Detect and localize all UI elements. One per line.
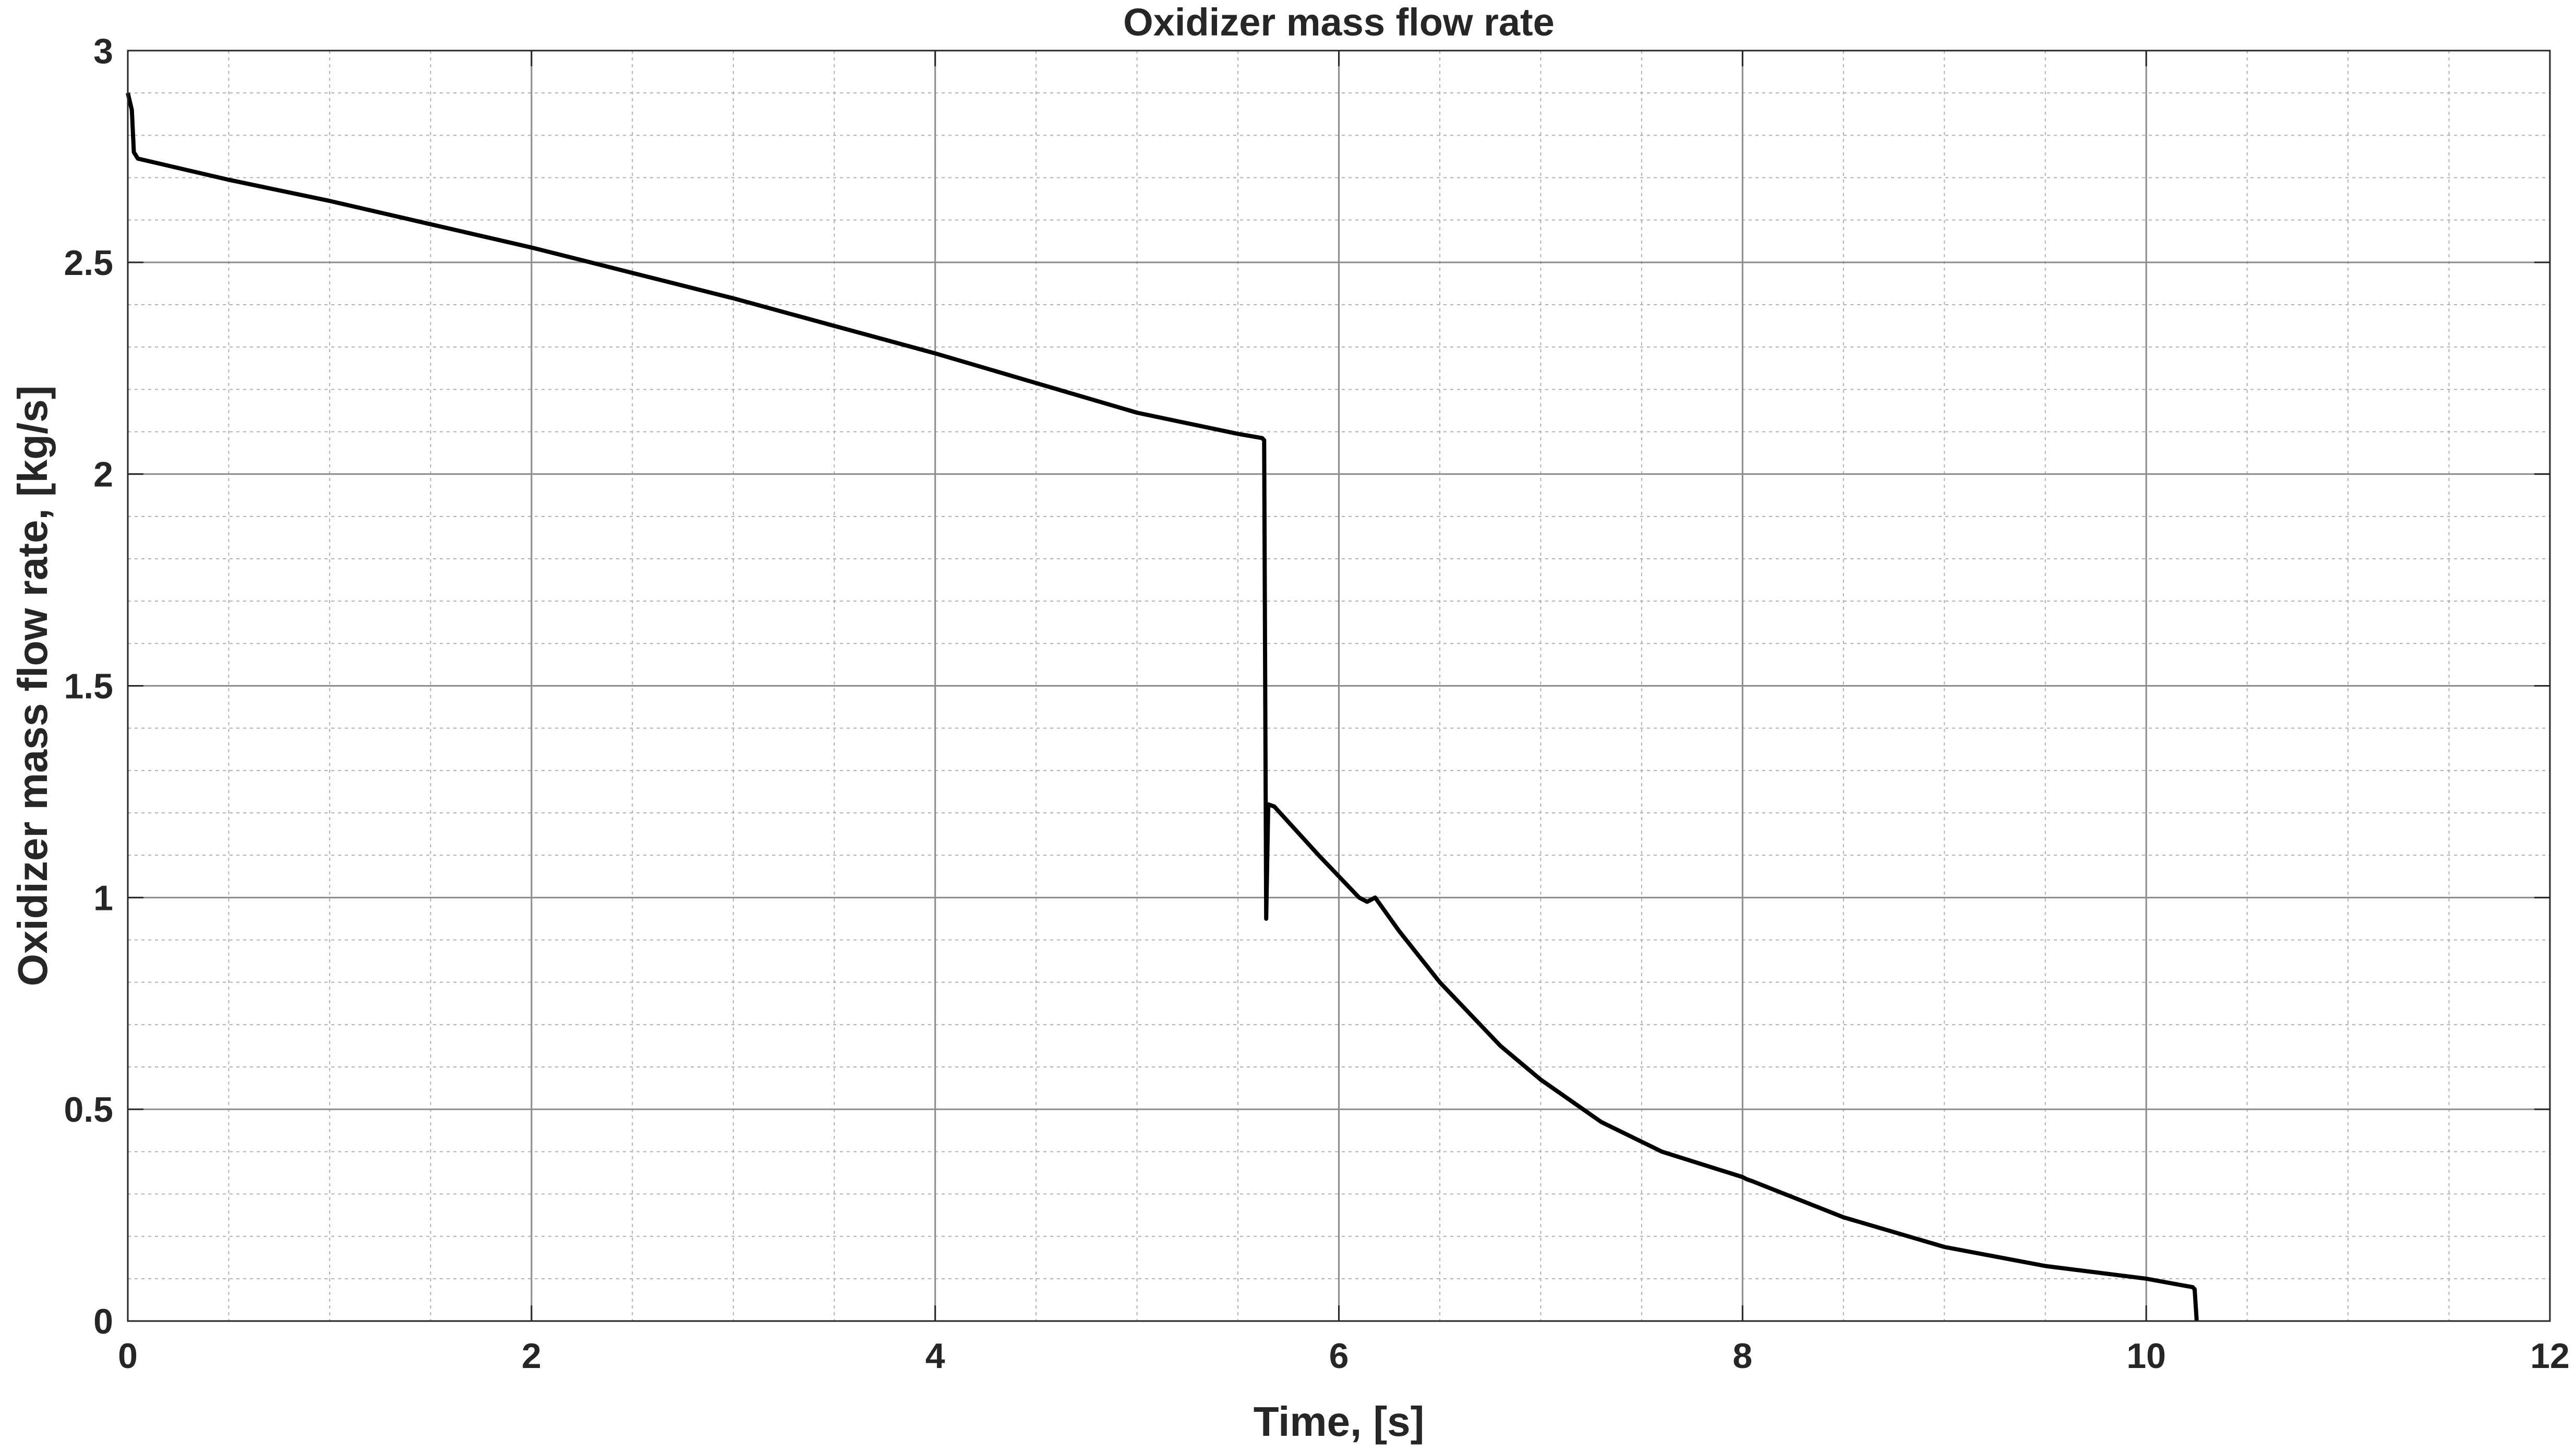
chart-title: Oxidizer mass flow rate: [1123, 1, 1555, 44]
x-axis-label: Time, [s]: [1254, 1398, 1425, 1445]
y-tick-label: 0.5: [64, 1090, 113, 1130]
y-tick-label: 2: [93, 455, 113, 495]
major-grid: [128, 51, 2550, 1321]
y-tick-label: 1: [93, 878, 113, 918]
series-line: [126, 92, 2199, 1322]
x-tick-label: 6: [1329, 1336, 1349, 1376]
x-tick-label: 0: [118, 1336, 138, 1376]
y-tick-label: 2.5: [64, 243, 113, 283]
y-tick-labels: 0 0.5 1 1.5 2 2.5 3: [64, 31, 113, 1341]
series-group: [126, 92, 2199, 1322]
x-tick-label: 10: [2126, 1336, 2166, 1376]
x-tick-label: 4: [925, 1336, 945, 1376]
y-tick-label: 1.5: [64, 667, 113, 706]
x-tick-label: 8: [1732, 1336, 1752, 1376]
y-tick-label: 3: [93, 31, 113, 71]
x-tick-labels: 0 2 4 6 8 10 12: [118, 1336, 2570, 1376]
x-tick-label: 12: [2530, 1336, 2570, 1376]
x-tick-label: 2: [522, 1336, 541, 1376]
y-tick-label: 0: [93, 1302, 113, 1341]
tick-marks: [127, 50, 2551, 1322]
y-axis-label: Oxidizer mass flow rate, [kg/s]: [9, 386, 56, 986]
